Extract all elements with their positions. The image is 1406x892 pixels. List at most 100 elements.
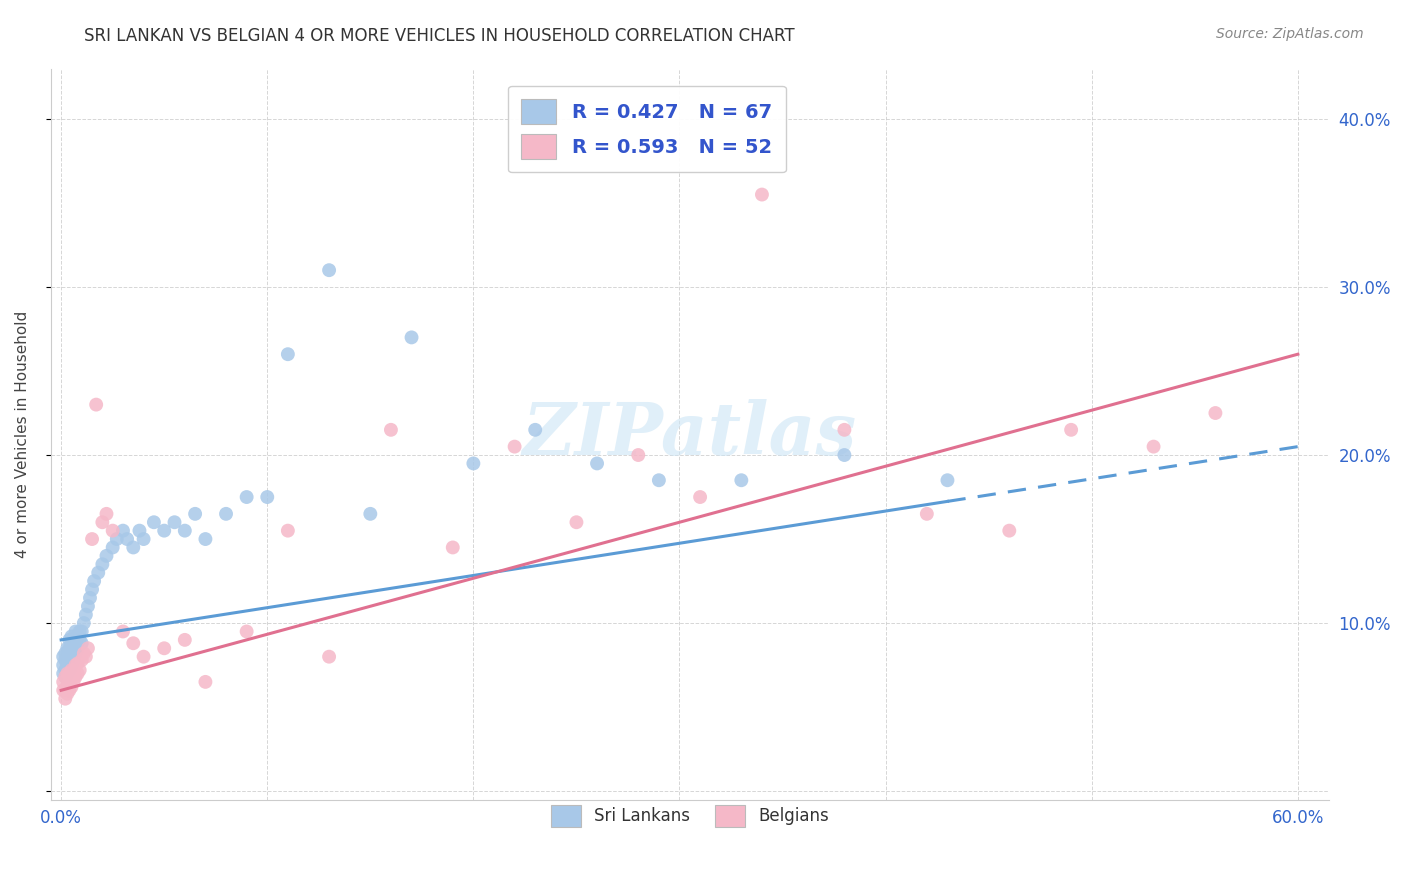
- Point: [53, 646, 76, 660]
- Point: [91, 558, 114, 572]
- Point: [96, 507, 118, 521]
- Point: [56, 658, 79, 673]
- Point: [84, 398, 107, 412]
- Point: [56, 641, 79, 656]
- Point: [142, 515, 165, 529]
- Point: [998, 524, 1021, 538]
- Point: [463, 457, 485, 471]
- Point: [58, 632, 80, 647]
- Point: [56, 666, 79, 681]
- Point: [359, 507, 381, 521]
- Point: [65, 670, 87, 684]
- Text: Source: ZipAtlas.com: Source: ZipAtlas.com: [1216, 27, 1364, 41]
- Point: [66, 630, 89, 644]
- Point: [65, 646, 87, 660]
- Point: [184, 507, 207, 521]
- Point: [318, 263, 340, 277]
- Point: [56, 678, 79, 692]
- Point: [79, 591, 101, 605]
- Point: [96, 549, 118, 563]
- Point: [70, 624, 93, 639]
- Point: [1142, 440, 1164, 454]
- Point: [60, 658, 83, 673]
- Point: [60, 670, 83, 684]
- Point: [101, 524, 124, 538]
- Point: [62, 674, 84, 689]
- Point: [60, 630, 83, 644]
- Point: [648, 473, 671, 487]
- Point: [524, 423, 547, 437]
- Point: [627, 448, 650, 462]
- Point: [101, 541, 124, 555]
- Point: [111, 524, 134, 538]
- Point: [441, 541, 464, 555]
- Point: [62, 663, 84, 677]
- Point: [132, 532, 155, 546]
- Point: [66, 666, 89, 681]
- Point: [111, 624, 134, 639]
- Point: [62, 641, 84, 656]
- Point: [70, 653, 93, 667]
- Point: [52, 683, 75, 698]
- Point: [128, 524, 150, 538]
- Point: [58, 683, 80, 698]
- Point: [70, 636, 93, 650]
- Point: [53, 691, 76, 706]
- Point: [73, 646, 96, 660]
- Point: [66, 657, 89, 671]
- Point: [75, 649, 97, 664]
- Point: [53, 653, 76, 667]
- Point: [58, 653, 80, 667]
- Point: [56, 666, 79, 681]
- Point: [936, 473, 959, 487]
- Point: [91, 515, 114, 529]
- Point: [115, 532, 138, 546]
- Point: [83, 574, 105, 588]
- Point: [80, 532, 103, 546]
- Point: [401, 330, 423, 344]
- Point: [194, 674, 217, 689]
- Point: [77, 599, 100, 614]
- Point: [277, 524, 299, 538]
- Point: [62, 653, 84, 667]
- Point: [153, 641, 176, 656]
- Point: [132, 649, 155, 664]
- Point: [235, 490, 257, 504]
- Text: SRI LANKAN VS BELGIAN 4 OR MORE VEHICLES IN HOUSEHOLD CORRELATION CHART: SRI LANKAN VS BELGIAN 4 OR MORE VEHICLES…: [84, 27, 794, 45]
- Point: [834, 423, 856, 437]
- Point: [87, 566, 110, 580]
- Point: [56, 649, 79, 664]
- Point: [173, 524, 195, 538]
- Point: [58, 663, 80, 677]
- Point: [834, 448, 856, 462]
- Point: [62, 632, 84, 647]
- Point: [53, 683, 76, 698]
- Point: [53, 670, 76, 684]
- Point: [163, 515, 186, 529]
- Point: [60, 680, 83, 694]
- Point: [52, 666, 75, 681]
- Point: [60, 663, 83, 677]
- Point: [58, 666, 80, 681]
- Point: [75, 607, 97, 622]
- Point: [215, 507, 238, 521]
- Point: [503, 440, 526, 454]
- Point: [586, 457, 609, 471]
- Point: [60, 649, 83, 664]
- Point: [60, 636, 83, 650]
- Point: [277, 347, 299, 361]
- Point: [80, 582, 103, 597]
- Point: [730, 473, 752, 487]
- Point: [65, 624, 87, 639]
- Point: [52, 658, 75, 673]
- Point: [122, 541, 145, 555]
- Point: [751, 187, 773, 202]
- Point: [65, 658, 87, 673]
- Point: [153, 524, 176, 538]
- Y-axis label: 4 or more Vehicles in Household: 4 or more Vehicles in Household: [15, 310, 30, 558]
- Point: [53, 663, 76, 677]
- Point: [1060, 423, 1083, 437]
- Point: [77, 641, 100, 656]
- Point: [65, 636, 87, 650]
- Point: [69, 632, 91, 647]
